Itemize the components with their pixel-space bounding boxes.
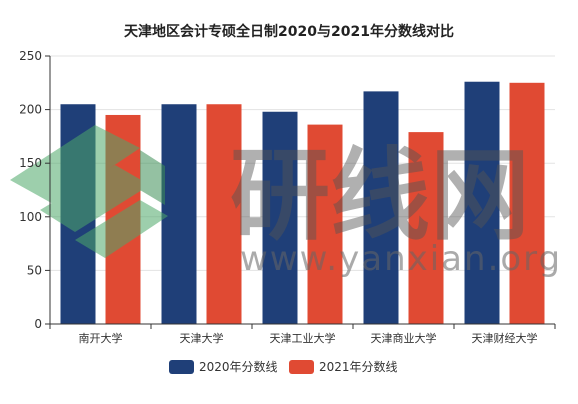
x-tick-label: 天津大学 xyxy=(180,331,224,345)
legend: 2020年分数线 2021年分数线 xyxy=(169,359,398,374)
x-tick-label: 天津财经大学 xyxy=(472,331,538,345)
legend-label: 2021年分数线 xyxy=(319,359,398,374)
legend-swatch xyxy=(289,360,314,374)
x-tick-label: 天津工业大学 xyxy=(270,331,336,345)
watermark-logo: 研线网 www.yanxian.org xyxy=(10,125,562,279)
axes: 0 50 100 150 200 250 南开大学 天津大学 天津工业大学 天津商业大学 天津财经大… xyxy=(19,49,556,345)
y-tick-label: 100 xyxy=(19,210,42,224)
bar xyxy=(262,111,298,324)
y-tick-label: 0 xyxy=(34,317,42,331)
bar xyxy=(363,91,399,324)
bars xyxy=(60,81,545,325)
y-tick-label: 250 xyxy=(19,49,42,63)
y-tick-label: 150 xyxy=(19,156,42,170)
bar xyxy=(509,82,545,324)
svg-text:www.yanxian.org: www.yanxian.org xyxy=(240,239,562,279)
legend-label: 2020年分数线 xyxy=(199,359,278,374)
svg-text:研线网: 研线网 xyxy=(230,137,530,254)
x-tick-label: 天津商业大学 xyxy=(371,331,437,345)
y-tick-label: 200 xyxy=(19,103,42,117)
bar xyxy=(206,104,242,325)
bar xyxy=(161,104,197,325)
bar xyxy=(307,124,343,324)
chart-title: 天津地区会计专硕全日制2020与2021年分数线对比 xyxy=(124,23,454,40)
bar xyxy=(464,81,500,324)
x-tick-label: 南开大学 xyxy=(79,331,123,345)
bar xyxy=(408,132,444,324)
legend-swatch xyxy=(169,360,194,374)
y-tick-label: 50 xyxy=(27,263,42,277)
